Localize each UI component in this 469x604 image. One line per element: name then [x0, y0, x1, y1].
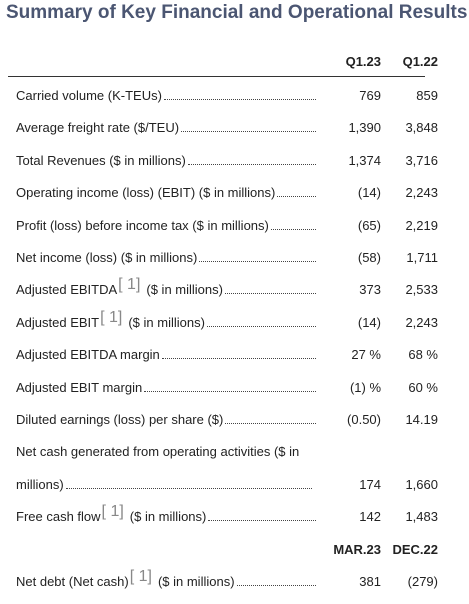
dot-leader — [224, 282, 316, 295]
label-text: ($ in millions) — [129, 509, 207, 525]
value: 1,374 — [348, 152, 381, 168]
label-text: Diluted earnings (loss) per share ($) — [16, 412, 224, 427]
value: (65) — [357, 217, 381, 233]
column-header: DEC.22 — [392, 541, 438, 557]
value: (14) — [357, 314, 381, 330]
footnote-ref: [ 1] — [101, 503, 124, 521]
value: 3,716 — [405, 152, 438, 168]
label-text: Net cash generated from operating activi… — [16, 444, 300, 460]
dot-leader — [277, 185, 316, 198]
dot-leader — [65, 477, 312, 489]
value: (279) — [407, 574, 438, 589]
value: 2,243 — [405, 185, 438, 201]
value: 1,711 — [406, 250, 438, 265]
value: (1) % — [349, 379, 381, 395]
value: 2,219 — [405, 217, 438, 233]
dot-leader — [208, 509, 316, 522]
value: (14) — [357, 185, 381, 201]
label-text: Adjusted EBIT — [16, 314, 100, 330]
value: 60 % — [408, 379, 438, 395]
value: 14.19 — [405, 412, 438, 427]
label-text: Adjusted EBITDA margin — [16, 347, 160, 363]
value: 68 % — [408, 347, 438, 363]
value: (58) — [357, 250, 381, 265]
row-label: Operating income (loss) (EBIT) ($ in mil… — [16, 185, 316, 201]
label-text: Average freight rate ($/TEU) — [16, 120, 180, 136]
label-text: millions) — [16, 476, 64, 492]
value: 3,848 — [405, 120, 438, 136]
value: 2,533 — [405, 282, 438, 298]
label-text: Adjusted EBITDA — [16, 282, 118, 298]
row-label: Adjusted EBITDA[ 1] ($ in millions) — [16, 277, 316, 298]
row-label: Free cash flow[ 1] ($ in millions) — [16, 504, 316, 525]
value: 859 — [416, 88, 438, 103]
row-label: Net cash generated from operating activi… — [16, 444, 316, 460]
dot-leader — [144, 380, 316, 392]
title: Summary of Key Financial and Operational… — [6, 2, 468, 23]
value: 1,660 — [405, 476, 438, 492]
column-header: MAR.23 — [333, 541, 381, 557]
row-label: Net debt (Net cash)[ 1] ($ in millions) — [16, 569, 316, 590]
value: 1,390 — [348, 120, 381, 136]
column-header: Q1.23 — [345, 54, 381, 69]
value: 373 — [359, 282, 381, 298]
footnote-ref: [ 1] — [100, 308, 123, 326]
row-label: Adjusted EBITDA margin — [16, 347, 316, 363]
footnote-ref: [ 1] — [118, 276, 141, 294]
value: 142 — [359, 509, 381, 525]
dot-leader — [163, 88, 316, 100]
value: 381 — [359, 574, 381, 589]
label-text: ($ in millions) — [128, 314, 205, 330]
column-header: Q1.22 — [402, 54, 438, 69]
label-text: Net income (loss) ($ in millions) — [16, 250, 198, 265]
value: 2,243 — [405, 314, 438, 330]
label-text: ($ in millions) — [157, 574, 235, 589]
row-label: Carried volume (K-TEUs) — [16, 88, 316, 104]
dot-leader — [206, 315, 316, 327]
row-label: millions) — [16, 477, 312, 493]
header-rule — [8, 76, 425, 77]
label-text: Total Revenues ($ in millions) — [16, 152, 186, 168]
footnote-ref: [ 1] — [129, 568, 152, 585]
dot-leader — [181, 120, 316, 133]
row-label: Adjusted EBIT margin — [16, 380, 316, 396]
dot-leader — [225, 412, 316, 424]
label-text: Adjusted EBIT margin — [16, 379, 143, 395]
value: 1,483 — [405, 509, 438, 525]
dot-leader — [270, 218, 316, 230]
label-text: ($ in millions) — [146, 282, 223, 298]
dot-leader — [199, 250, 316, 262]
dot-leader — [161, 347, 316, 360]
row-label: Net income (loss) ($ in millions) — [16, 250, 316, 266]
row-label: Diluted earnings (loss) per share ($) — [16, 412, 316, 428]
row-label: Adjusted EBIT[ 1] ($ in millions) — [16, 309, 316, 331]
label-text: Profit (loss) before income tax ($ in mi… — [16, 217, 269, 233]
value: (0.50) — [347, 412, 381, 427]
label-text: Operating income (loss) (EBIT) ($ in mil… — [16, 185, 276, 201]
row-label: Average freight rate ($/TEU) — [16, 120, 316, 136]
row-label: Total Revenues ($ in millions) — [16, 153, 316, 169]
label-text: Net debt (Net cash) — [16, 574, 129, 589]
label-text: Free cash flow — [16, 509, 101, 525]
label-text: Carried volume (K-TEUs) — [16, 88, 162, 103]
value: 769 — [359, 88, 381, 103]
dot-leader — [187, 153, 316, 165]
dot-leader — [236, 574, 316, 586]
value: 174 — [359, 476, 381, 492]
value: 27 % — [351, 347, 381, 363]
row-label: Profit (loss) before income tax ($ in mi… — [16, 218, 316, 234]
